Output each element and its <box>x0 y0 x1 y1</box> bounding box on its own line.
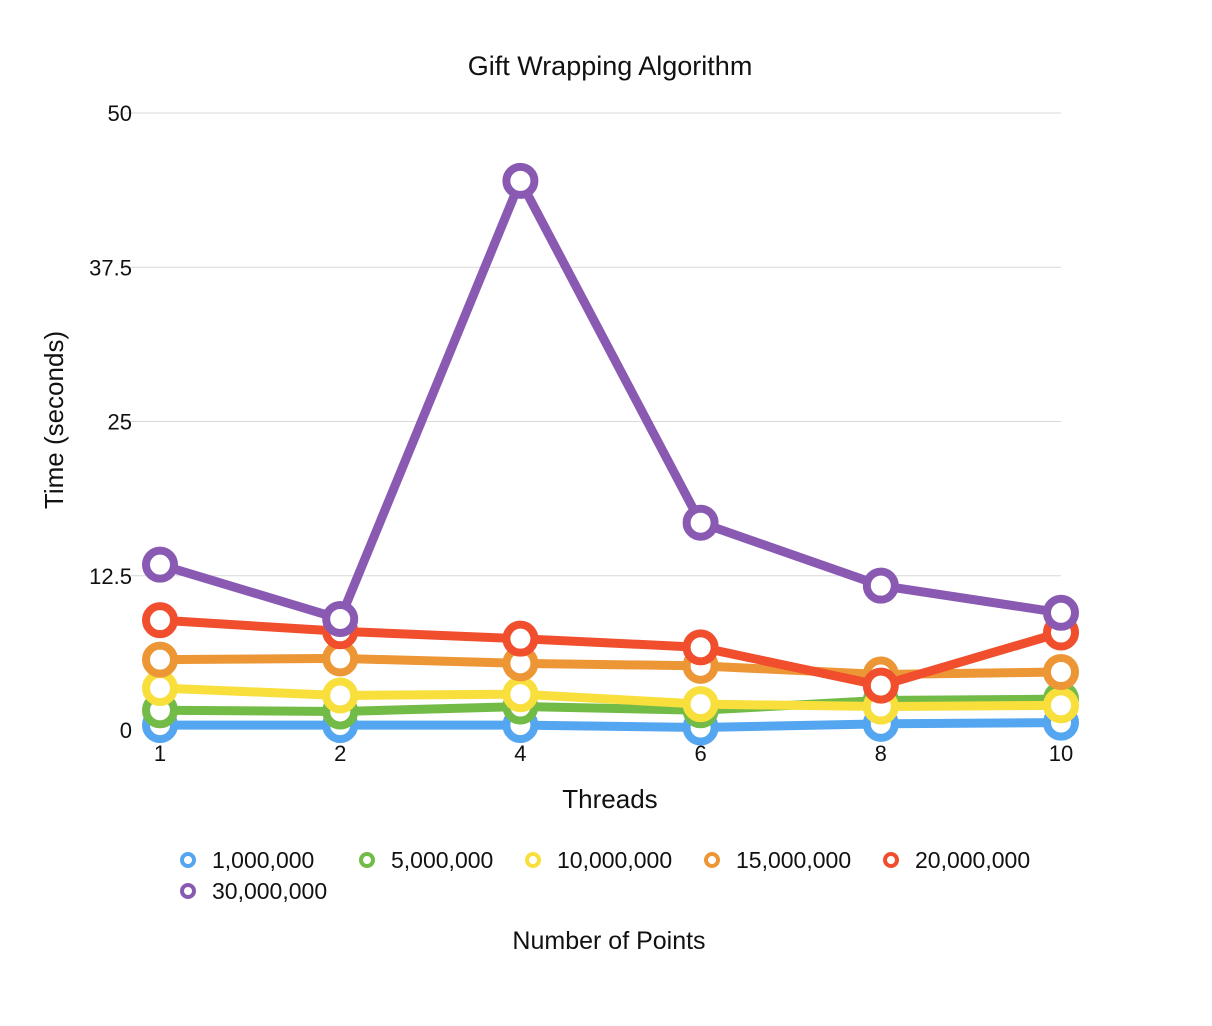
series-20000000 <box>142 602 1079 704</box>
legend-label: 1,000,000 <box>212 847 314 873</box>
chart-title: Gift Wrapping Algorithm <box>468 51 753 81</box>
data-point <box>142 641 178 678</box>
data-point <box>502 620 539 657</box>
legend-item: 20,000,000 <box>883 847 1030 873</box>
data-point <box>142 670 178 707</box>
series-30000000 <box>142 162 1079 637</box>
series-10000000 <box>142 670 1079 725</box>
data-point <box>1043 654 1079 691</box>
y-tick-label: 12.5 <box>89 564 132 589</box>
y-axis-title: Time (seconds) <box>39 331 69 509</box>
series-line <box>155 615 1066 691</box>
x-axis-title: Threads <box>562 784 657 814</box>
data-point <box>682 504 719 541</box>
data-point <box>322 677 359 714</box>
legend: 1,000,000 5,000,000 10,000,000 15,000,000 20… <box>180 847 1030 904</box>
legend-marker <box>883 852 899 868</box>
y-tick-label: 25 <box>108 410 132 435</box>
legend-marker <box>704 852 720 868</box>
legend-title: Number of Points <box>512 927 705 955</box>
series-line <box>155 176 1066 624</box>
x-tick-label: 1 <box>154 741 166 766</box>
data-point <box>142 546 178 583</box>
series-line <box>155 718 1066 733</box>
y-tick-label: 37.5 <box>89 255 132 280</box>
data-point <box>1043 594 1079 631</box>
data-point <box>322 600 359 637</box>
legend-label: 15,000,000 <box>736 847 851 873</box>
gridlines <box>125 112 1061 577</box>
legend-label: 20,000,000 <box>915 847 1030 873</box>
legend-item: 1,000,000 <box>180 847 314 873</box>
legend-marker <box>180 883 196 899</box>
data-point <box>862 567 899 604</box>
legend-item: 5,000,000 <box>359 847 493 873</box>
legend-marker <box>180 852 196 868</box>
x-tick-label: 10 <box>1049 741 1073 766</box>
series-line <box>155 694 1066 716</box>
legend-item: 10,000,000 <box>525 847 672 873</box>
x-axis-ticks: 1 2 4 6 8 10 <box>154 741 1073 766</box>
data-point <box>682 686 719 723</box>
x-tick-label: 2 <box>334 741 346 766</box>
y-tick-label: 0 <box>120 718 132 743</box>
data-point <box>502 676 539 713</box>
legend-item: 30,000,000 <box>180 878 327 904</box>
series-layer <box>142 162 1079 746</box>
legend-marker <box>525 852 541 868</box>
y-tick-label: 50 <box>108 101 132 126</box>
legend-label: 5,000,000 <box>391 847 493 873</box>
data-point <box>1043 687 1079 724</box>
y-axis-ticks: 0 12.5 25 37.5 50 <box>89 101 132 743</box>
x-tick-label: 8 <box>875 741 887 766</box>
data-point <box>502 162 539 199</box>
series-line <box>155 683 1066 712</box>
legend-item: 15,000,000 <box>704 847 851 873</box>
x-tick-label: 6 <box>694 741 706 766</box>
x-tick-label: 4 <box>514 741 526 766</box>
data-point <box>142 602 178 639</box>
legend-marker <box>359 852 375 868</box>
data-point <box>862 667 899 704</box>
legend-label: 30,000,000 <box>212 878 327 904</box>
data-point <box>682 629 719 666</box>
legend-label: 10,000,000 <box>557 847 672 873</box>
